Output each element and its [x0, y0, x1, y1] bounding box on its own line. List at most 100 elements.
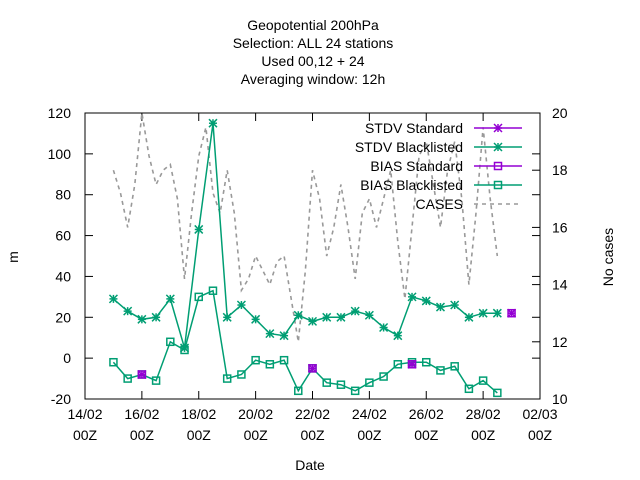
legend-item: BIAS Blacklisted: [360, 177, 522, 193]
data-point: [236, 300, 246, 310]
y-axis-label: m: [5, 251, 21, 263]
data-point: [493, 388, 502, 398]
legend-marker: [493, 180, 503, 190]
data-point: [435, 302, 445, 312]
data-point: [350, 386, 360, 396]
x-tick-label: 22/02: [295, 406, 330, 422]
y-tick-label: 40: [55, 268, 71, 284]
data-point: [478, 376, 488, 385]
y2-tick-label: 14: [552, 277, 568, 293]
y2-tick-label: 10: [552, 391, 568, 407]
data-point: [279, 331, 289, 341]
y-tick-label: 0: [63, 350, 71, 366]
data-point: [307, 316, 318, 326]
legend-label: STDV Blacklisted: [355, 139, 463, 155]
data-point: [322, 312, 332, 322]
data-point: [265, 329, 275, 339]
y2-axis-label: No cases: [600, 228, 616, 286]
data-point: [436, 366, 445, 375]
title-line: Used 00,12 + 24: [261, 53, 364, 69]
legend-item: STDV Blacklisted: [355, 139, 522, 155]
title-line: Averaging window: 12h: [241, 71, 386, 87]
data-point: [194, 224, 204, 234]
data-point: [422, 357, 431, 367]
data-point: [464, 384, 474, 394]
data-point: [137, 370, 147, 379]
x-tick-label: 20/02: [238, 406, 273, 422]
title-line: Selection: ALL 24 stations: [233, 35, 394, 51]
legend-item: BIAS Standard: [370, 158, 522, 174]
data-point: [336, 312, 346, 322]
x-tick-label: 00Z: [300, 427, 325, 443]
y-axis-ticks: -20 0 20 40 60 80 100 120: [48, 105, 540, 407]
data-point: [393, 360, 403, 369]
series-line: [112, 289, 498, 394]
data-point: [365, 378, 374, 387]
legend-item: CASES: [416, 196, 522, 212]
chart-title: Geopotential 200hPa Selection: ALL 24 sta…: [233, 17, 394, 87]
data-point: [393, 331, 403, 341]
series-bias-blacklisted: [109, 286, 502, 398]
x-tick-label: 00Z: [414, 427, 439, 443]
data-point: [478, 308, 488, 318]
legend-label: BIAS Blacklisted: [360, 177, 463, 193]
data-point: [421, 296, 431, 306]
x-tick-label: 16/02: [124, 406, 159, 422]
data-point: [507, 308, 517, 318]
x-tick-label: 26/02: [409, 406, 444, 422]
series-bias-standard: [137, 308, 516, 379]
x-tick-label: 00Z: [187, 427, 212, 443]
data-point: [208, 118, 218, 128]
series-layer: [108, 112, 517, 398]
data-point: [350, 306, 360, 316]
data-point: [166, 337, 175, 347]
x-tick-label: 14/02: [67, 406, 102, 422]
data-point: [251, 314, 261, 324]
data-point: [379, 322, 389, 333]
data-point: [165, 294, 175, 304]
legend-item: STDV Standard: [365, 120, 522, 136]
data-point: [307, 363, 318, 373]
data-point: [222, 374, 232, 383]
data-point: [137, 314, 147, 324]
y-tick-label: 100: [48, 146, 72, 162]
data-point: [450, 300, 460, 310]
x-axis-label: Date: [295, 457, 325, 473]
x-tick-label: 00Z: [357, 427, 382, 443]
series-stdv-standard: [137, 308, 517, 380]
legend-label: CASES: [416, 196, 463, 212]
y2-tick-label: 20: [552, 105, 568, 121]
data-point: [407, 360, 417, 369]
data-point: [123, 374, 132, 383]
x-tick-label: 02/03: [522, 406, 557, 422]
series-line: [112, 123, 498, 349]
data-point: [294, 386, 303, 396]
data-point: [108, 294, 118, 304]
data-point: [293, 310, 303, 320]
data-point: [222, 312, 232, 322]
data-point: [109, 357, 118, 367]
y-tick-label: 80: [55, 187, 71, 203]
data-point: [180, 345, 189, 355]
data-point: [151, 312, 161, 322]
y-tick-label: 120: [48, 105, 72, 121]
x-tick-label: 00Z: [73, 427, 98, 443]
series-cases: [112, 112, 499, 342]
data-point: [208, 286, 218, 295]
x-tick-label: 00Z: [528, 427, 553, 443]
legend-marker: [493, 142, 503, 152]
data-point: [237, 370, 246, 379]
data-point: [364, 310, 374, 320]
x-tick-label: 24/02: [352, 406, 387, 422]
data-point: [507, 308, 516, 318]
legend: STDV Standard STDV Blacklisted BIAS Standa…: [355, 120, 522, 212]
legend-label: BIAS Standard: [370, 158, 463, 174]
legend-marker: [493, 123, 503, 133]
y2-tick-label: 16: [552, 219, 568, 235]
data-point: [251, 355, 260, 365]
y-tick-label: -20: [51, 391, 71, 407]
x-tick-label: 00Z: [130, 427, 155, 443]
data-point: [336, 380, 346, 389]
x-tick-label: 00Z: [244, 427, 269, 443]
